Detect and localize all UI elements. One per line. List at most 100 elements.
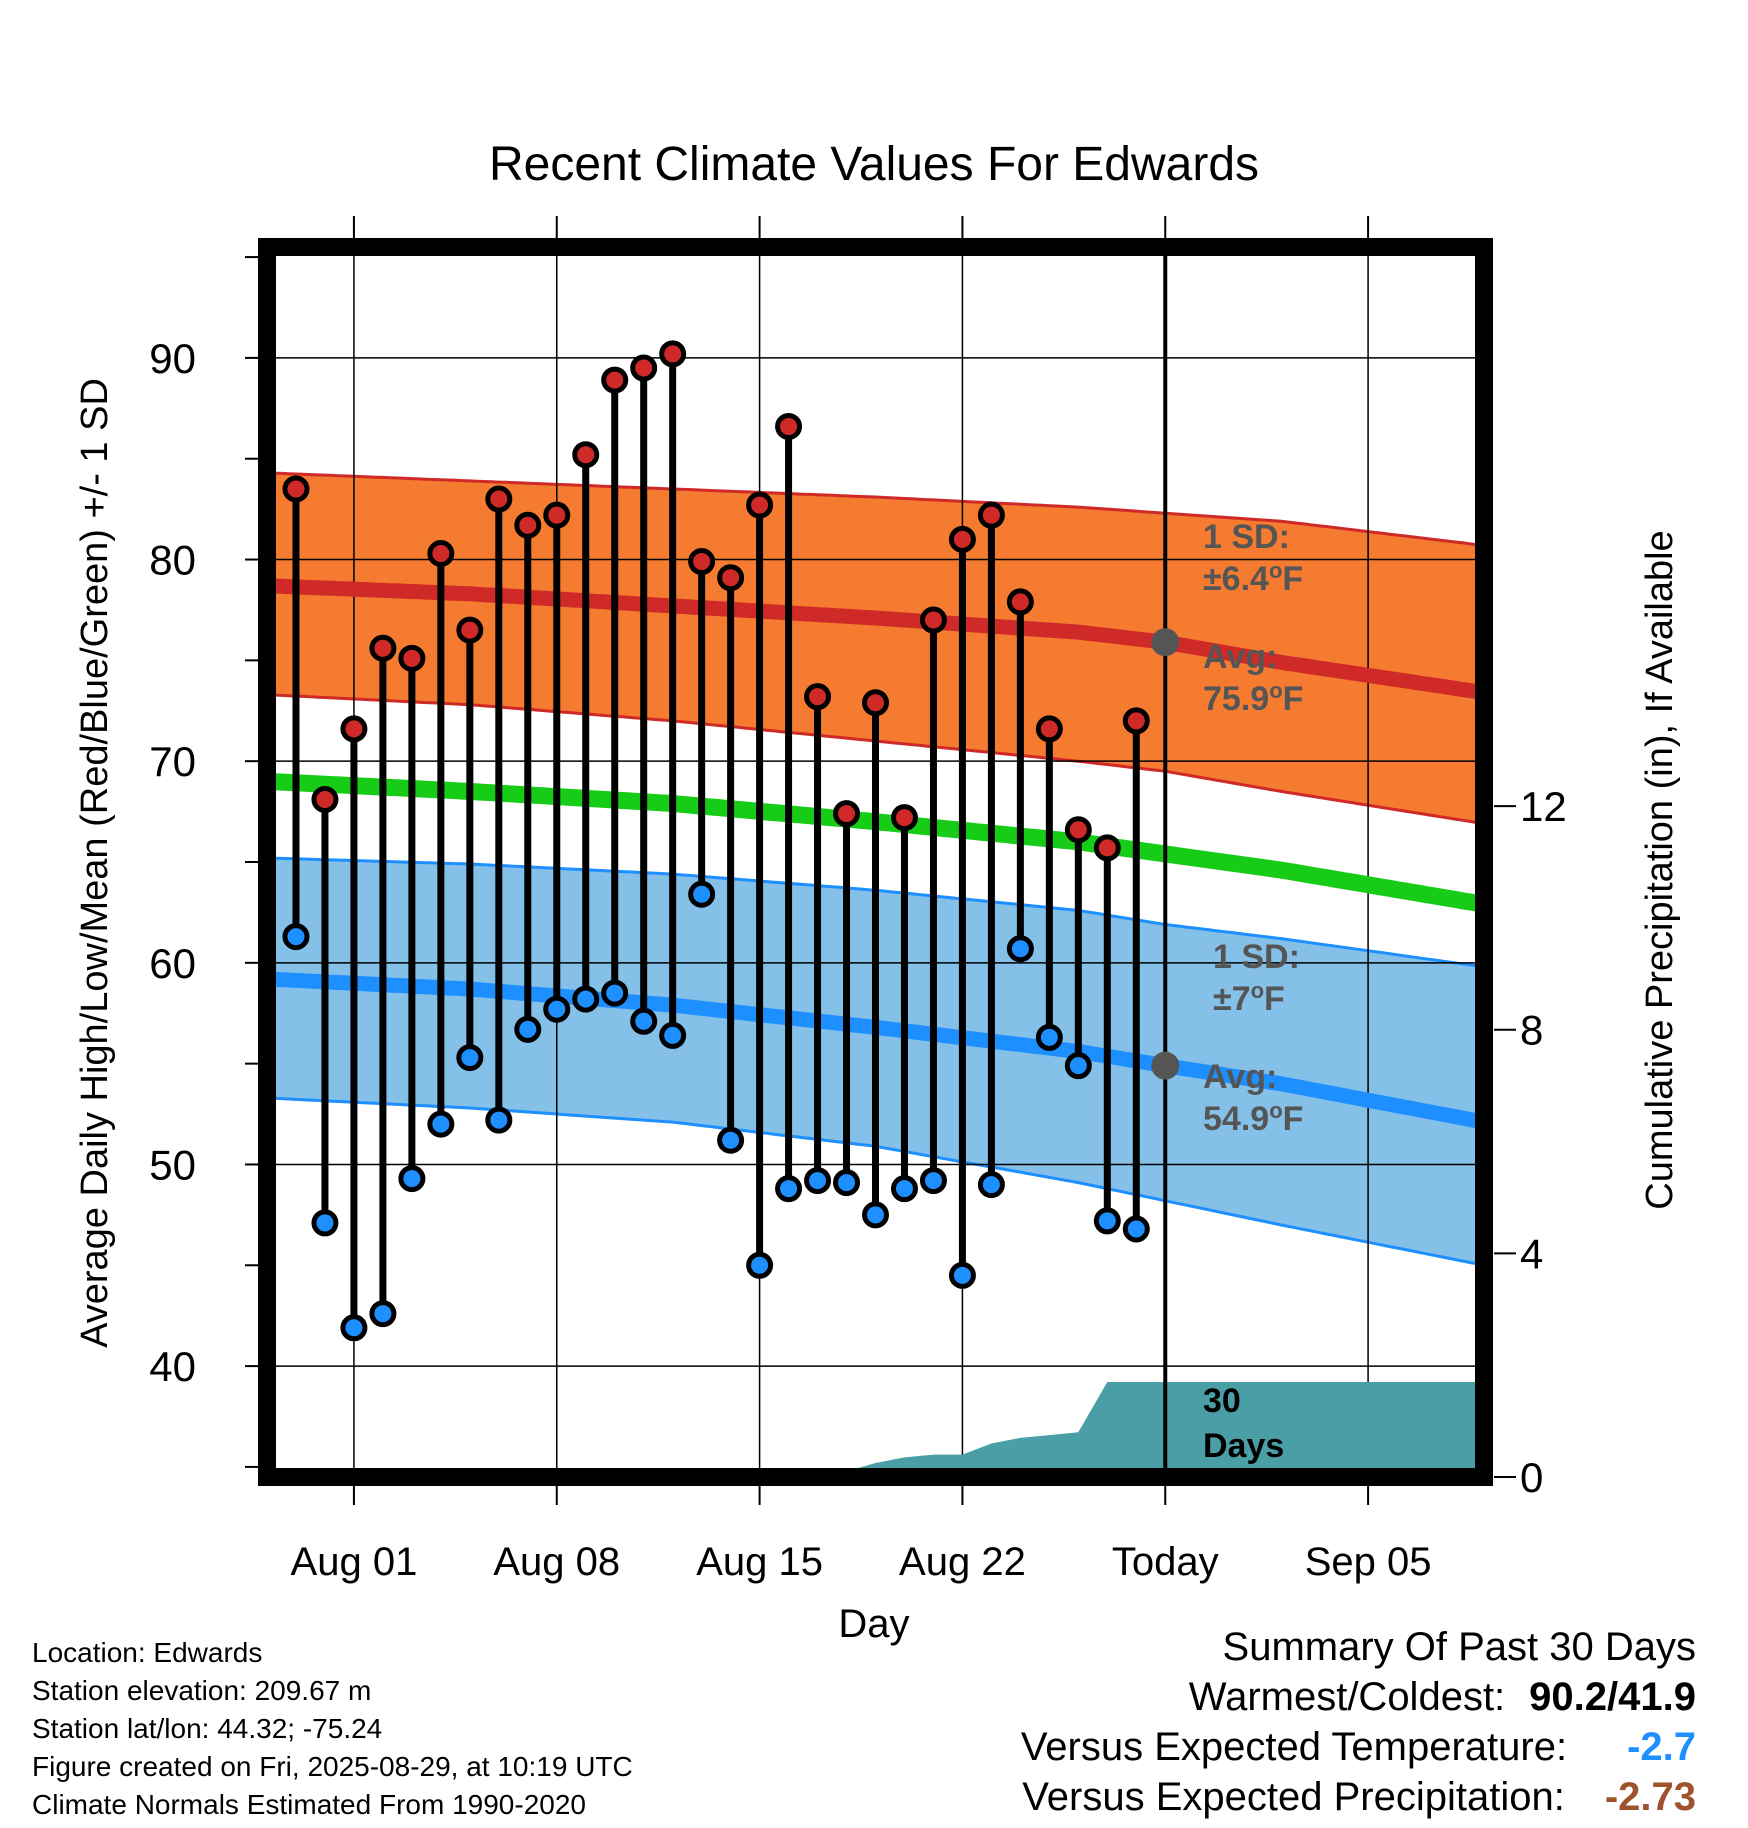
low-temp-point: [919, 1167, 947, 1195]
high-temp-point: [1006, 588, 1034, 616]
high-temp-point: [398, 644, 426, 672]
high-temp-point: [948, 525, 976, 553]
low-temp-point: [1006, 935, 1034, 963]
high-temp-point: [572, 441, 600, 469]
y2-tick-label: 12: [1520, 783, 1567, 830]
low-temp-point: [862, 1201, 889, 1229]
warmest-label: Warmest/Coldest:: [1188, 1675, 1506, 1719]
low-temp-point: [717, 1126, 745, 1154]
low-temp-point: [282, 923, 310, 951]
low-temp-point: [659, 1021, 687, 1049]
low-avg-value: 54.9oF: [1203, 1098, 1303, 1139]
plot-frame: [258, 238, 1493, 1486]
low-sd-value: ±7oF: [1213, 978, 1285, 1019]
low-temp-point: [543, 995, 571, 1023]
low-temp-point: [1122, 1215, 1150, 1243]
x-tick-label: Today: [1112, 1540, 1219, 1584]
high-temp-point: [1122, 707, 1150, 735]
high-temp-point: [862, 689, 889, 717]
low-temp-point: [890, 1175, 918, 1203]
high-temp-point: [311, 785, 339, 813]
station-info: Location: Edwards Station elevation: 209…: [32, 1634, 633, 1824]
low-avg-label: Avg:: [1203, 1058, 1277, 1096]
summary-warmest: Warmest/Coldest: 90.2/41.9: [1021, 1672, 1696, 1722]
today-low-avg-marker: [1151, 1051, 1180, 1080]
high-temp-point: [514, 511, 542, 539]
chart-title: Recent Climate Values For Edwards: [489, 138, 1259, 191]
summary-panel: Summary Of Past 30 Days Warmest/Coldest:…: [1021, 1622, 1696, 1822]
normals-text: Climate Normals Estimated From 1990-2020: [32, 1789, 586, 1820]
low-temp-point: [746, 1251, 774, 1279]
high-temp-point: [804, 683, 832, 711]
elevation-text: Station elevation: 209.67 m: [32, 1675, 372, 1706]
y-tick-label: 80: [149, 537, 196, 584]
high-sd-label: 1 SD:: [1203, 518, 1290, 556]
today-high-avg-marker: [1151, 628, 1180, 657]
x-tick-label: Sep 05: [1305, 1540, 1432, 1584]
low-temp-point: [1035, 1023, 1063, 1051]
high-temp-point: [1064, 816, 1092, 844]
low-temp-point: [688, 880, 716, 908]
low-temp-point: [485, 1106, 513, 1134]
y-tick-label: 40: [149, 1343, 196, 1390]
summary-title: Summary Of Past 30 Days: [1222, 1625, 1696, 1669]
high-temp-point: [1035, 715, 1063, 743]
low-temp-point: [514, 1015, 542, 1043]
high-temp-point: [746, 491, 774, 519]
low-temp-point: [456, 1044, 484, 1072]
low-temp-point: [601, 979, 629, 1007]
low-temp-point: [775, 1175, 803, 1203]
high-temp-point: [890, 804, 918, 832]
y-tick-label: 60: [149, 940, 196, 987]
y2-tick-label: 8: [1520, 1007, 1543, 1054]
temp-label: Versus Expected Temperature:: [1020, 1725, 1568, 1769]
y-axis-label: Average Daily High/Low/Mean (Red/Blue/Gr…: [74, 378, 116, 1348]
y2-tick-label: 0: [1520, 1454, 1543, 1501]
summary-temp: Versus Expected Temperature: -2.7: [1021, 1722, 1696, 1772]
high-temp-point: [369, 634, 397, 662]
low-temp-point: [630, 1007, 658, 1035]
high-temp-point: [717, 564, 745, 592]
y2-tick-label: 4: [1520, 1230, 1543, 1277]
x-tick-label: Aug 01: [291, 1540, 418, 1584]
high-temp-point: [688, 548, 716, 576]
precip-label: Versus Expected Precipitation:: [1022, 1775, 1565, 1819]
high-temp-point: [427, 539, 455, 567]
days-label-text: Days: [1203, 1427, 1284, 1465]
high-temp-point: [282, 475, 310, 503]
latlon-text: Station lat/lon: 44.32; -75.24: [32, 1713, 383, 1744]
y-tick-label: 50: [149, 1141, 196, 1188]
y-tick-label: 90: [149, 335, 196, 382]
high-avg-value: 75.9oF: [1203, 678, 1303, 719]
high-temp-point: [456, 616, 484, 644]
low-temp-point: [311, 1209, 339, 1237]
high-temp-point: [630, 354, 658, 382]
x-tick-label: Aug 22: [899, 1540, 1026, 1584]
low-temp-point: [804, 1167, 832, 1195]
low-temp-point: [427, 1110, 455, 1138]
y2-axis-label: Cumulative Precipitation (in), If Availa…: [1639, 530, 1681, 1209]
low-temp-point: [369, 1300, 397, 1328]
created-text: Figure created on Fri, 2025-08-29, at 10…: [32, 1751, 633, 1782]
high-temp-point: [601, 366, 629, 394]
x-tick-label: Aug 15: [696, 1540, 823, 1584]
low-temp-point: [1093, 1207, 1121, 1235]
precip-value: -2.73: [1604, 1775, 1696, 1819]
low-temp-point: [398, 1165, 426, 1193]
high-temp-point: [543, 501, 571, 529]
precip-area: [267, 1382, 1484, 1477]
x-axis-label: Day: [838, 1602, 909, 1646]
temp-value: -2.7: [1627, 1725, 1696, 1769]
location-text: Location: Edwards: [32, 1637, 263, 1668]
low-temp-point: [833, 1169, 861, 1197]
summary-precip: Versus Expected Precipitation: -2.73: [1021, 1772, 1696, 1822]
low-temp-point: [1064, 1052, 1092, 1080]
y-tick-label: 70: [149, 738, 196, 785]
high-sd-value: ±6.4oF: [1203, 558, 1303, 599]
high-temp-point: [1093, 834, 1121, 862]
high-temp-point: [919, 606, 947, 634]
